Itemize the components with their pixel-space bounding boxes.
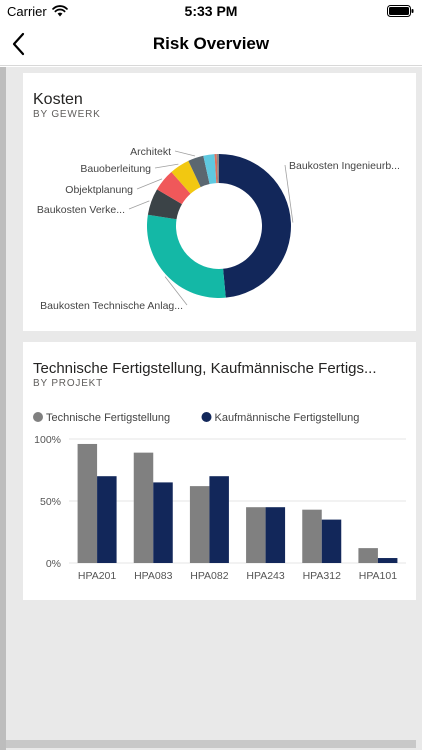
- x-tick-label: HPA101: [359, 570, 397, 582]
- bar[interactable]: [209, 476, 229, 563]
- carrier-label: Carrier: [7, 4, 47, 19]
- legend-marker: [201, 412, 212, 422]
- bottom-scroll-bar: [6, 740, 416, 748]
- kosten-card[interactable]: Kosten BY GEWERK Baukosten Ingenieurb...…: [23, 73, 416, 331]
- slice-label: Baukosten Verke...: [37, 204, 125, 216]
- donut-slice[interactable]: [216, 154, 219, 184]
- slice-label: Bauoberleitung: [80, 163, 151, 175]
- bar-chart: Technische Fertigstellung Kaufmännische F…: [33, 412, 406, 582]
- donut-slice[interactable]: [188, 155, 210, 188]
- donut-slice[interactable]: [214, 154, 218, 184]
- leader-line: [154, 163, 179, 169]
- bar[interactable]: [246, 507, 266, 563]
- navigation-bar: Risk Overview: [0, 22, 422, 66]
- wifi-icon: [52, 5, 68, 17]
- leader-line: [128, 200, 150, 210]
- status-bar: Carrier 5:33 PM: [0, 0, 422, 22]
- slice-label: Baukosten Technische Anlag...: [40, 300, 183, 312]
- bar[interactable]: [302, 509, 322, 563]
- x-tick-label: HPA083: [134, 570, 172, 582]
- y-tick-label: 100%: [34, 434, 61, 446]
- donut-chart: Baukosten Ingenieurb... Baukosten Technis…: [37, 146, 400, 312]
- fertigstellung-card[interactable]: Technische Fertigstellung, Kaufmännische…: [23, 342, 416, 600]
- card-subtitle: BY PROJEKT: [33, 378, 104, 389]
- card-title: Kosten: [33, 91, 83, 108]
- dashboard-content[interactable]: Kosten BY GEWERK Baukosten Ingenieurb...…: [0, 67, 422, 750]
- slice-label: Objektplanung: [65, 184, 133, 196]
- bar[interactable]: [377, 558, 398, 563]
- legend-marker: [33, 412, 43, 422]
- card-title: Technische Fertigstellung, Kaufmännische…: [33, 360, 377, 377]
- slice-label: Architekt: [130, 146, 171, 158]
- leader-line: [284, 164, 294, 223]
- battery-icon: [387, 5, 414, 17]
- donut-slice[interactable]: [147, 189, 182, 220]
- bar[interactable]: [189, 486, 210, 563]
- x-tick-label: HPA082: [190, 570, 228, 582]
- y-tick-label: 50%: [40, 496, 61, 508]
- donut-slice[interactable]: [171, 160, 201, 194]
- bar[interactable]: [77, 443, 98, 563]
- bar[interactable]: [133, 452, 154, 563]
- bar[interactable]: [265, 507, 286, 563]
- y-tick-label: 0%: [46, 558, 61, 570]
- legend-label: Kaufmännische Fertigstellung: [215, 412, 360, 424]
- donut-slice[interactable]: [203, 154, 217, 185]
- card-subtitle: BY GEWERK: [33, 109, 101, 120]
- legend-label: Technische Fertigstellung: [46, 412, 170, 424]
- donut-slice[interactable]: [157, 171, 191, 205]
- bar[interactable]: [321, 519, 342, 563]
- scrollbar[interactable]: [0, 67, 6, 750]
- donut-slice[interactable]: [219, 154, 292, 298]
- status-time: 5:33 PM: [184, 3, 238, 19]
- leader-line: [174, 150, 196, 157]
- page-title: Risk Overview: [152, 34, 270, 53]
- bar[interactable]: [153, 482, 173, 563]
- bar[interactable]: [97, 476, 117, 563]
- slice-label: Baukosten Ingenieurb...: [289, 160, 400, 172]
- x-tick-label: HPA312: [303, 570, 341, 582]
- bar[interactable]: [358, 548, 378, 563]
- leader-line: [136, 178, 163, 190]
- back-button[interactable]: [8, 30, 32, 58]
- x-tick-label: HPA201: [78, 570, 116, 582]
- leader-line: [164, 276, 188, 306]
- donut-slice[interactable]: [146, 214, 226, 298]
- x-tick-label: HPA243: [246, 570, 284, 582]
